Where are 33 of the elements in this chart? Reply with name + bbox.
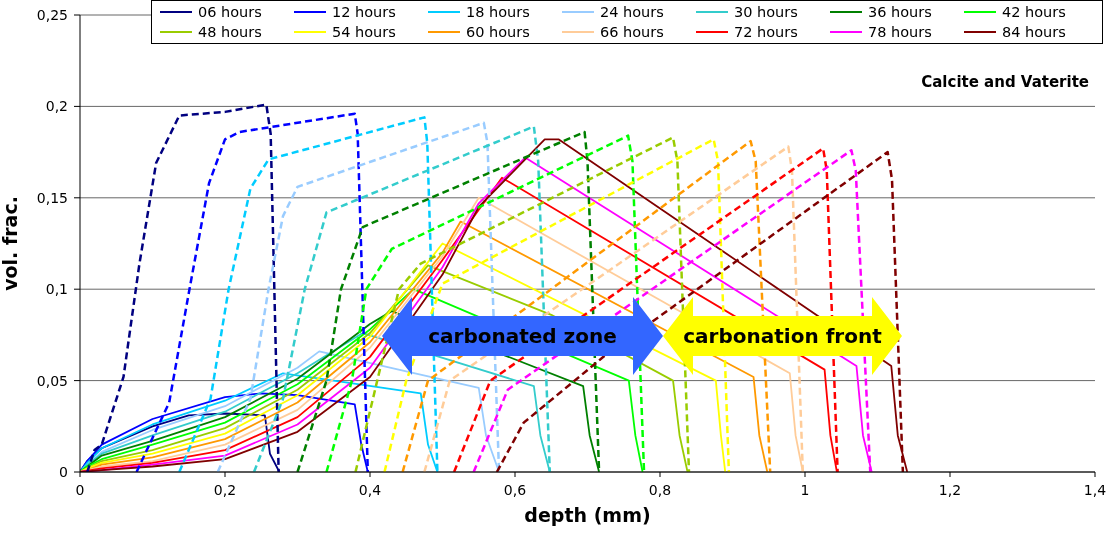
legend-label: 42 hours bbox=[1002, 4, 1066, 20]
annotation: carbonated zone bbox=[427, 323, 618, 349]
legend-label: 30 hours bbox=[734, 4, 798, 20]
legend-label: 24 hours bbox=[600, 4, 664, 20]
x-tick-label: 0 bbox=[75, 482, 85, 498]
y-tick-label: 0,2 bbox=[45, 98, 68, 115]
x-tick-label: 1,4 bbox=[1083, 482, 1107, 498]
x-tick-label: 1 bbox=[800, 482, 810, 498]
legend-label: 48 hours bbox=[198, 24, 262, 40]
legend-label: 84 hours bbox=[1002, 24, 1066, 40]
x-tick-label: 0,4 bbox=[358, 482, 382, 498]
y-tick-label: 0,1 bbox=[45, 281, 68, 298]
legend-label: 36 hours bbox=[868, 4, 932, 20]
legend-label: 72 hours bbox=[734, 24, 798, 40]
x-tick-label: 1,2 bbox=[938, 482, 962, 498]
legend-label: 54 hours bbox=[332, 24, 396, 40]
legend-label: 78 hours bbox=[868, 24, 932, 40]
y-tick-label: 0,05 bbox=[36, 372, 68, 389]
legend-label: 18 hours bbox=[466, 4, 530, 20]
x-tick-label: 0,8 bbox=[648, 482, 672, 498]
legend-label: 60 hours bbox=[466, 24, 530, 40]
y-tick-label: 0,25 bbox=[36, 7, 68, 23]
legend-label: 06 hours bbox=[198, 4, 262, 20]
annotation: Calcite and Vaterite bbox=[921, 73, 1089, 91]
legend-label: 66 hours bbox=[600, 24, 664, 40]
y-tick-label: 0 bbox=[59, 464, 68, 480]
legend-label: 12 hours bbox=[332, 4, 396, 20]
y-tick-label: 0,15 bbox=[36, 189, 68, 206]
x-tick-label: 0,6 bbox=[503, 482, 527, 498]
annotation: carbonation front bbox=[682, 323, 883, 349]
x-axis-title: depth (mm) bbox=[524, 504, 651, 526]
x-tick-label: 0,2 bbox=[213, 482, 237, 498]
y-axis-title: vol. frac. bbox=[0, 196, 21, 291]
